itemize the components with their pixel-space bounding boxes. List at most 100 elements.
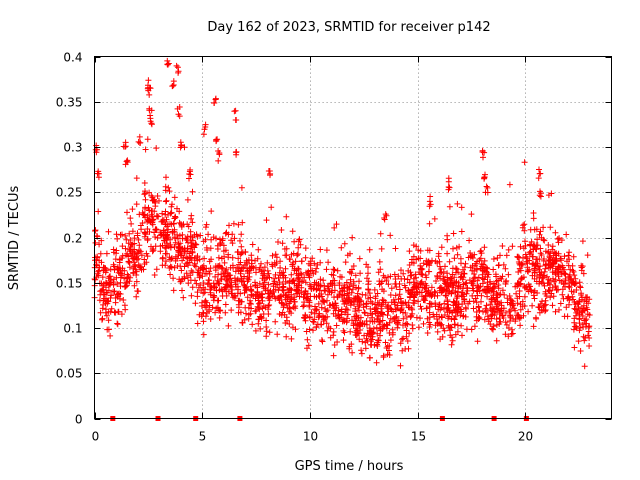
data-point [260, 311, 267, 317]
data-point [279, 240, 286, 247]
data-point [423, 274, 430, 281]
data-point [347, 298, 354, 305]
data-point [153, 226, 160, 233]
data-point [247, 287, 254, 294]
data-point [417, 262, 424, 269]
data-point [444, 232, 451, 239]
data-point [138, 226, 145, 233]
data-point [512, 307, 519, 314]
data-point [370, 325, 377, 332]
data-point [248, 301, 254, 307]
data-point [497, 291, 504, 298]
data-point [243, 310, 249, 317]
data-point [537, 263, 543, 270]
data-point [278, 227, 285, 233]
data-point [176, 113, 183, 120]
data-point [365, 270, 371, 277]
data-point [122, 161, 129, 168]
data-point [579, 321, 586, 328]
data-point [365, 286, 372, 293]
data-point [282, 252, 289, 259]
data-point [163, 197, 170, 204]
data-point [258, 294, 265, 301]
data-point [490, 256, 497, 262]
data-point [521, 303, 528, 309]
data-point [233, 149, 240, 156]
data-point [215, 157, 222, 164]
data-point [230, 220, 237, 227]
data-point [372, 301, 378, 308]
data-point [521, 227, 528, 234]
data-point [442, 263, 448, 270]
data-point [453, 278, 460, 285]
data-point [526, 283, 533, 290]
data-point [585, 324, 592, 331]
data-point [446, 258, 453, 265]
data-point [453, 244, 460, 251]
data-point [349, 286, 356, 293]
data-point [175, 249, 182, 255]
data-point [259, 297, 266, 304]
data-point [108, 305, 115, 312]
data-point [547, 294, 554, 301]
data-point [257, 325, 264, 332]
data-point [124, 209, 130, 216]
data-point [440, 268, 447, 275]
data-point [455, 288, 462, 295]
data-point [157, 248, 164, 255]
data-point [366, 290, 373, 297]
data-point [203, 221, 210, 228]
data-point [363, 261, 370, 268]
data-point [505, 271, 512, 278]
data-point [165, 184, 172, 191]
data-point [481, 276, 488, 283]
data-point [305, 342, 312, 349]
data-point [108, 292, 115, 299]
data-point [583, 298, 590, 305]
data-point [564, 295, 571, 302]
data-point [360, 304, 367, 311]
data-point [521, 221, 528, 228]
data-point [361, 309, 368, 316]
data-point [352, 295, 359, 302]
data-point [101, 295, 108, 302]
data-point [100, 264, 107, 271]
data-point [397, 362, 404, 369]
data-point [361, 321, 368, 328]
data-point [148, 211, 155, 218]
data-point [384, 312, 391, 319]
data-point [239, 319, 246, 326]
data-point [107, 279, 114, 286]
data-point [307, 262, 314, 269]
data-point [473, 299, 480, 306]
data-point [126, 278, 133, 285]
data-point [505, 246, 512, 253]
data-point [125, 253, 132, 260]
data-point [201, 126, 208, 133]
data-point [131, 235, 138, 242]
data-point [458, 228, 465, 235]
data-point [142, 196, 149, 203]
data-point [252, 308, 259, 315]
data-point [296, 293, 303, 300]
data-point [284, 286, 291, 293]
data-point [518, 260, 525, 267]
data-point [571, 323, 578, 330]
data-point [542, 301, 549, 308]
data-point [518, 275, 525, 282]
data-point [343, 319, 350, 326]
data-point [269, 252, 276, 259]
data-point [513, 312, 520, 319]
data-point [208, 236, 215, 243]
plot-frame [94, 56, 612, 419]
data-point [444, 309, 451, 316]
data-point [540, 274, 547, 281]
data-point [333, 221, 340, 228]
data-point [320, 277, 327, 284]
data-point [136, 133, 143, 140]
data-point [378, 301, 385, 308]
data-point [220, 242, 227, 249]
data-point [378, 310, 385, 317]
data-point [271, 275, 277, 282]
y-tick-label: 0.05 [56, 367, 83, 381]
